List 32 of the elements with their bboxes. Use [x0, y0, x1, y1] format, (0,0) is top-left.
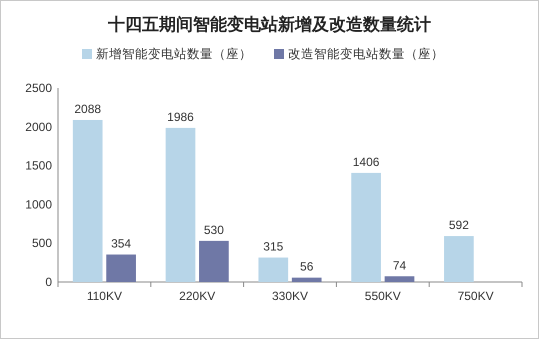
data-label: 354 — [111, 236, 132, 251]
bar — [384, 276, 414, 282]
data-label: 1406 — [352, 154, 380, 169]
data-label: 315 — [263, 240, 284, 254]
bar — [258, 258, 288, 282]
x-tick-label: 750KV — [458, 289, 494, 303]
y-tick-label: 500 — [32, 236, 52, 250]
bar — [106, 254, 136, 282]
bar — [199, 240, 229, 282]
bar — [444, 236, 474, 282]
bar — [166, 128, 196, 282]
bar — [351, 172, 381, 282]
x-tick-label: 330KV — [272, 289, 308, 303]
y-tick-label: 2000 — [25, 120, 52, 134]
y-tick-label: 1500 — [25, 158, 52, 173]
chart-title: 十四五期间智能变电站新增及改造数量统计 — [107, 15, 431, 34]
bar — [292, 278, 322, 282]
data-label: 1986 — [167, 110, 194, 124]
data-label: 56 — [300, 260, 314, 274]
x-tick-label: 220KV — [179, 289, 216, 303]
y-tick-label: 2500 — [25, 81, 52, 95]
y-tick-label: 1000 — [25, 197, 52, 212]
bar — [72, 120, 103, 282]
y-tick-label: 0 — [45, 275, 52, 289]
data-label: 2088 — [74, 102, 102, 116]
data-label: 530 — [204, 222, 224, 237]
legend-label: 新增智能变电站数量（座） — [96, 46, 252, 61]
data-label: 74 — [392, 258, 406, 272]
data-label: 592 — [448, 218, 470, 232]
legend-label: 改造智能变电站数量（座） — [288, 46, 444, 61]
x-tick-label: 110KV — [86, 289, 122, 303]
x-tick-label: 550KV — [364, 289, 401, 303]
